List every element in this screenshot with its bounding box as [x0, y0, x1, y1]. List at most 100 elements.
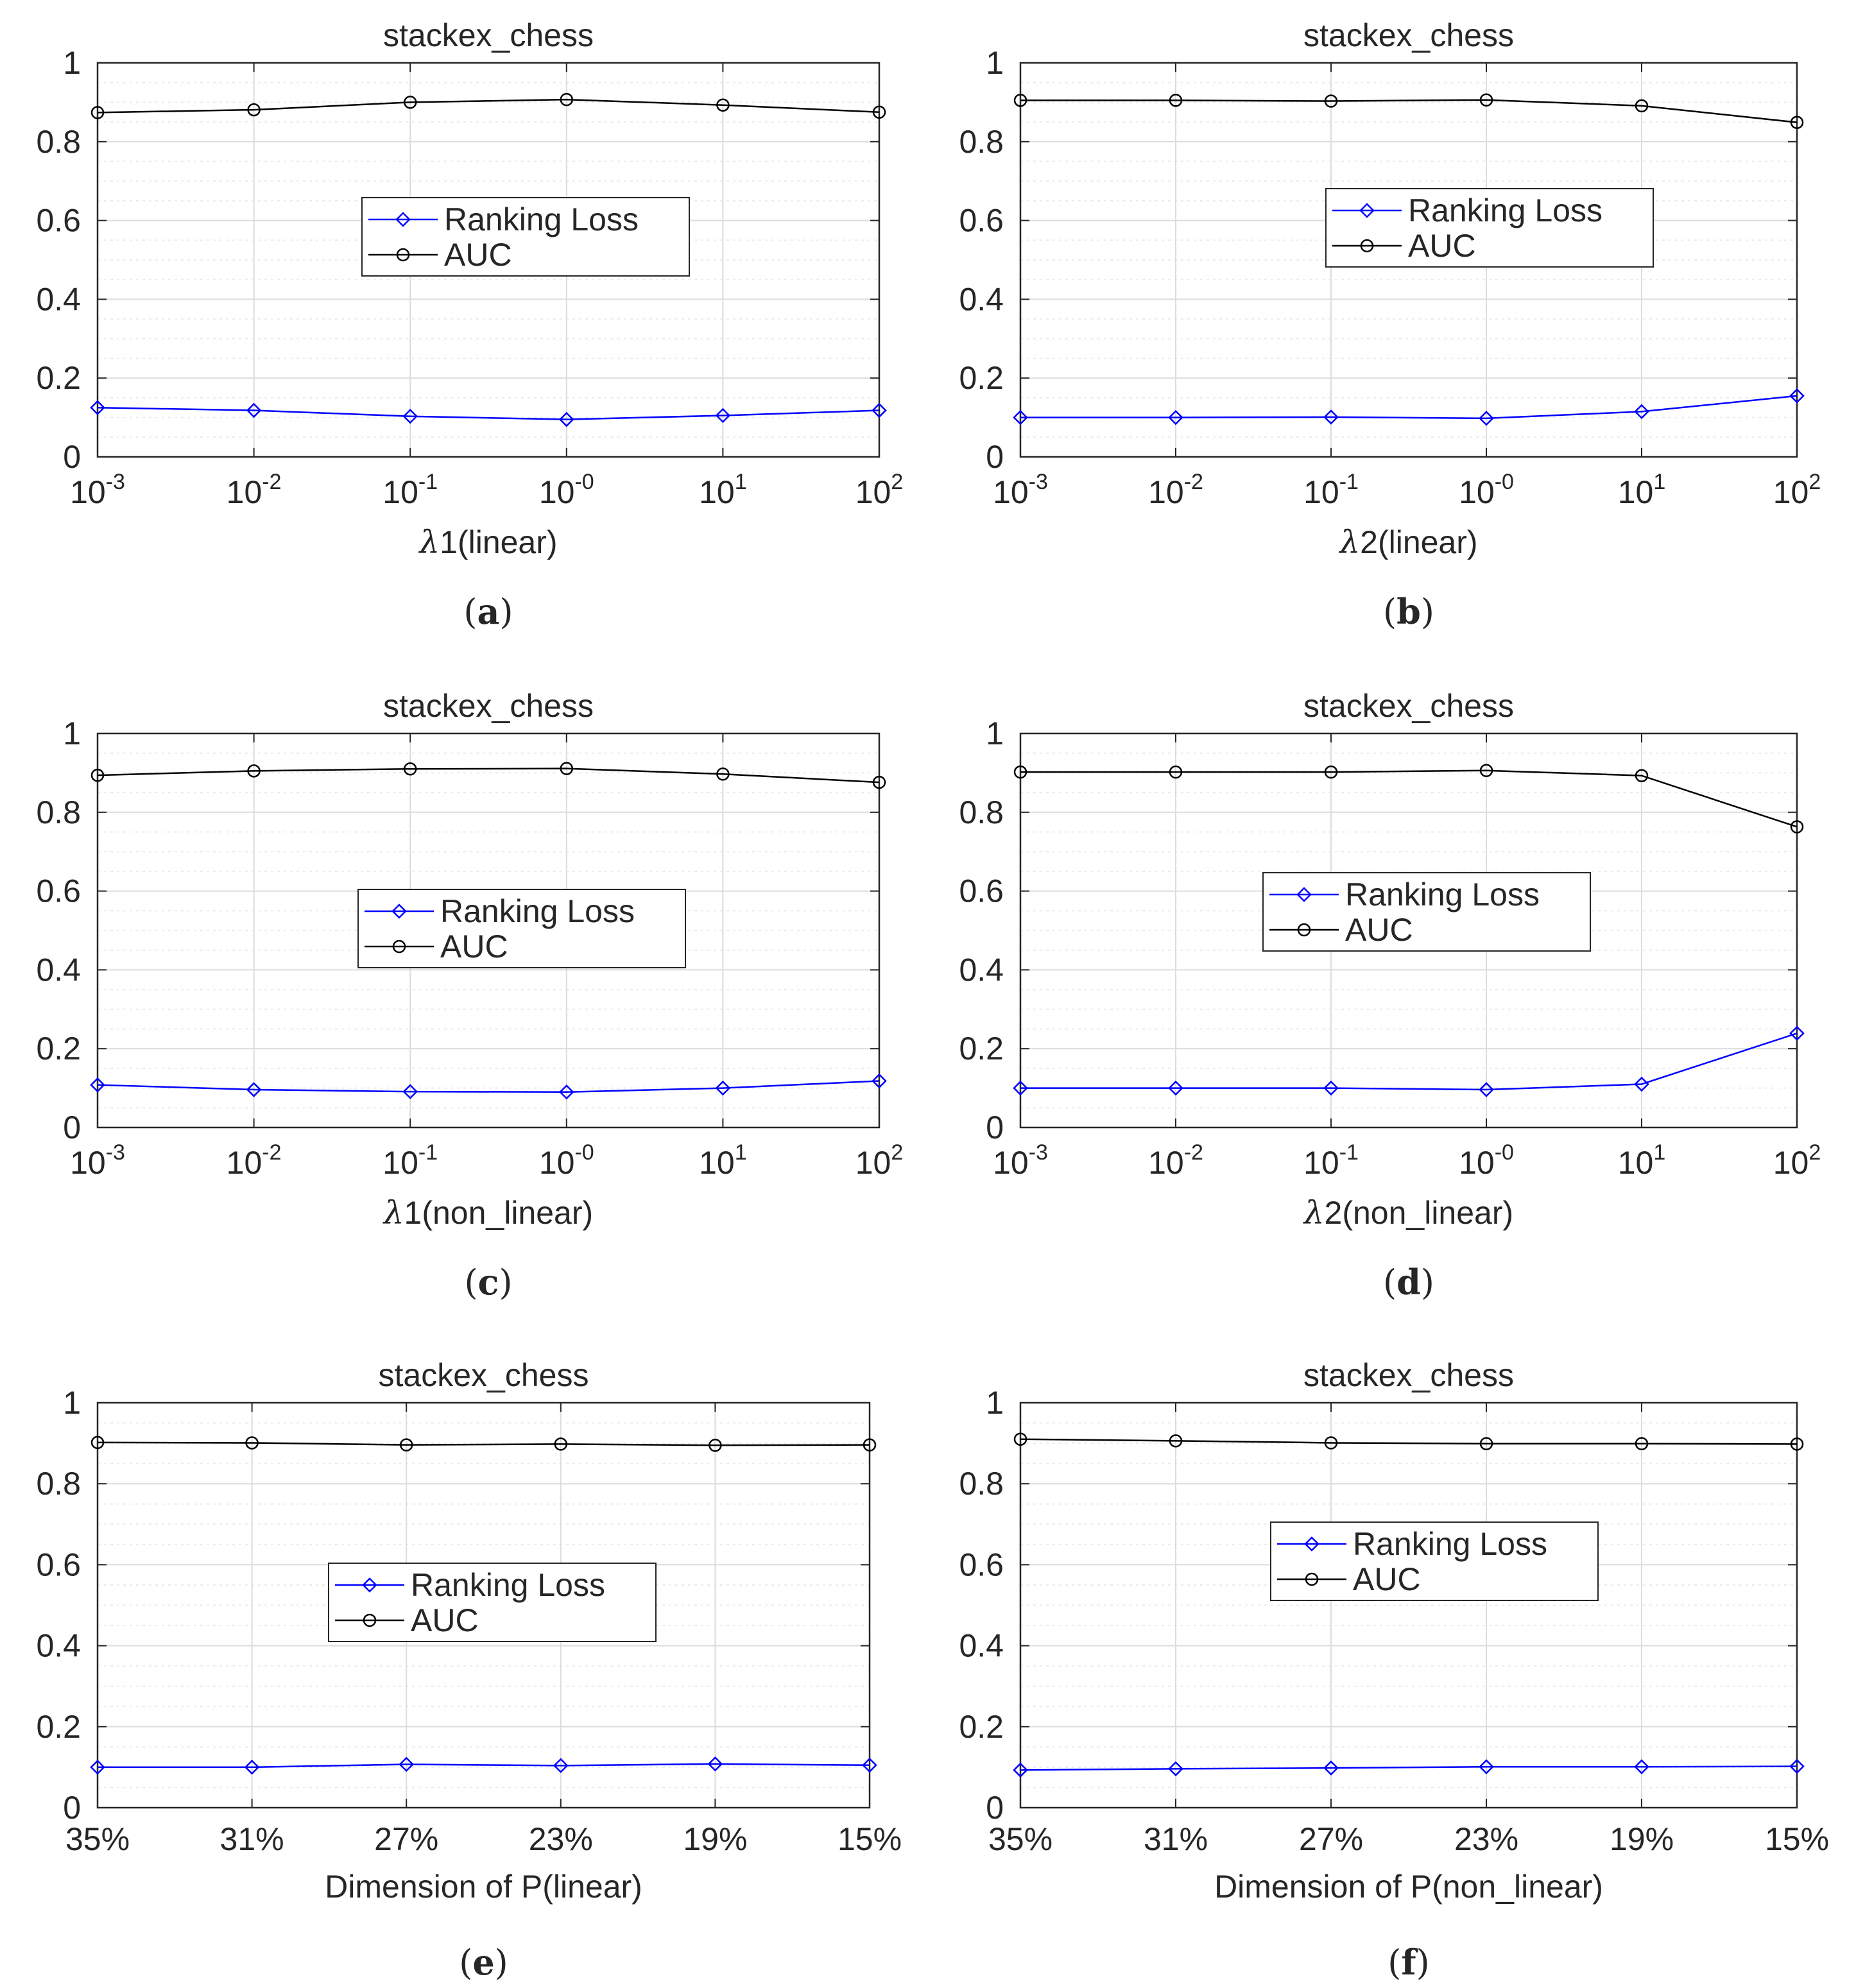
- legend-label: AUC: [440, 929, 508, 964]
- auc-line: [97, 98, 880, 114]
- ranking-loss-point: [559, 1084, 574, 1100]
- x-tick-label: 19%: [1610, 1821, 1674, 1857]
- x-tick-label: 10-0: [539, 1140, 594, 1181]
- lambda-symbol: λ: [1338, 524, 1360, 561]
- x-tick-exponent: 2: [1809, 1140, 1821, 1165]
- panel-caption: (d): [1383, 1262, 1434, 1303]
- x-axis-label-text: 2(linear): [1360, 524, 1477, 560]
- y-tick-label: 1: [63, 45, 81, 81]
- chart-title: stackex_chess: [1303, 1357, 1514, 1393]
- x-tick-base: 10: [1618, 474, 1654, 510]
- x-tick-exponent: -0: [1495, 1140, 1514, 1165]
- x-tick-exponent: -0: [574, 1140, 594, 1165]
- auc-line: [1020, 1438, 1798, 1445]
- ranking-loss-point: [90, 1077, 105, 1093]
- y-tick-label: 0.6: [36, 873, 81, 909]
- x-tick-exponent: -3: [106, 1140, 125, 1165]
- ranking-loss-point: [1789, 1758, 1805, 1774]
- y-tick-label: 0.4: [36, 1628, 81, 1664]
- auc-point: [1324, 1436, 1338, 1450]
- panel-e: 0 0.2 0.4 0.6 0.8 1 35% 31% 27% 23% 19% 15% stackex_…: [36, 1357, 902, 1983]
- auc-point: [560, 92, 574, 107]
- auc-line: [97, 1441, 870, 1446]
- ranking-loss-point: [246, 1082, 262, 1097]
- auc-point: [554, 1437, 568, 1451]
- ranking-loss-point: [402, 1084, 418, 1099]
- auc-point: [1013, 765, 1027, 779]
- legend-circle-marker: [1360, 239, 1374, 253]
- chart-title: stackex_chess: [379, 1357, 589, 1393]
- axes-box: [96, 62, 881, 458]
- caption-open-paren: (: [459, 1942, 472, 1983]
- auc-point: [1790, 1437, 1804, 1451]
- ranking-loss-point: [559, 411, 574, 427]
- x-tick-exponent: 2: [891, 470, 903, 494]
- x-axis-label: Dimension of P(non_linear): [1214, 1869, 1603, 1905]
- ranking-loss-line: [97, 407, 880, 420]
- x-axis-label-text: 1(linear): [440, 524, 557, 560]
- y-tick-label: 0: [986, 1110, 1004, 1145]
- x-tick-label: 102: [855, 1140, 904, 1181]
- y-tick-label: 0.6: [959, 873, 1004, 909]
- x-tick-label: 27%: [1299, 1821, 1363, 1857]
- x-tick-base: 10: [382, 1145, 418, 1181]
- legend-label: AUC: [444, 237, 512, 273]
- x-tick-label: 31%: [220, 1821, 284, 1857]
- y-tick-label: 1: [986, 45, 1004, 81]
- x-tick-label: 31%: [1144, 1821, 1208, 1857]
- ranking-loss-point: [402, 408, 418, 424]
- chart-title: stackex_chess: [383, 17, 594, 53]
- x-tick-exponent: 1: [1653, 470, 1665, 494]
- y-tick-label: 0: [63, 1790, 81, 1826]
- legend-label: Ranking Loss: [1353, 1526, 1547, 1562]
- x-tick-base: 10: [1148, 474, 1184, 510]
- caption-close-paren: ): [1421, 592, 1434, 632]
- y-tick-label: 0: [986, 439, 1004, 475]
- caption-close-paren: ): [500, 592, 513, 632]
- auc-point: [863, 1438, 877, 1452]
- x-tick-label: 10-3: [993, 1140, 1048, 1181]
- legend-box: [1270, 1521, 1599, 1601]
- x-tick-label: 102: [855, 470, 904, 510]
- legend-diamond-marker: [1359, 203, 1375, 218]
- auc-point: [90, 1435, 105, 1450]
- ranking-loss-point: [1323, 409, 1339, 425]
- auc-point: [872, 105, 886, 119]
- ranking-loss-point: [862, 1757, 877, 1773]
- x-tick-base: 10: [70, 1145, 106, 1181]
- x-tick-base: 10: [699, 474, 735, 510]
- x-tick-exponent: -2: [1184, 470, 1203, 494]
- legend-box: [1325, 188, 1654, 268]
- x-axis-label-text: 1(non_linear): [404, 1195, 594, 1231]
- legend-box: [361, 197, 690, 277]
- x-tick-label: 35%: [988, 1821, 1053, 1857]
- auc-point: [1790, 820, 1804, 834]
- legend-diamond-marker: [1296, 887, 1312, 902]
- auc-point: [1635, 769, 1649, 782]
- caption-letter: e: [472, 1942, 494, 1983]
- x-tick-exponent: -1: [418, 1140, 438, 1165]
- x-tick-label: 101: [1618, 1140, 1666, 1181]
- auc-point: [872, 775, 886, 789]
- y-tick-label: 1: [986, 1385, 1004, 1421]
- x-axis-label: λ2(non_linear): [1303, 1194, 1513, 1231]
- x-tick-base: 10: [1148, 1145, 1184, 1181]
- ranking-loss-point: [715, 1080, 731, 1096]
- ranking-loss-line: [98, 1763, 870, 1769]
- ranking-loss-point: [1634, 404, 1649, 420]
- y-tick-label: 0.2: [959, 1031, 1004, 1067]
- caption-letter: c: [478, 1262, 499, 1303]
- ranking-loss-point: [1168, 1080, 1183, 1096]
- x-axis-label: λ1(non_linear): [382, 1194, 593, 1231]
- ranking-loss-point: [1013, 1080, 1028, 1096]
- y-tick-label: 1: [63, 716, 81, 751]
- x-tick-base: 10: [1773, 1145, 1809, 1181]
- x-tick-label: 102: [1773, 1140, 1821, 1181]
- chart-title: stackex_chess: [1303, 17, 1514, 53]
